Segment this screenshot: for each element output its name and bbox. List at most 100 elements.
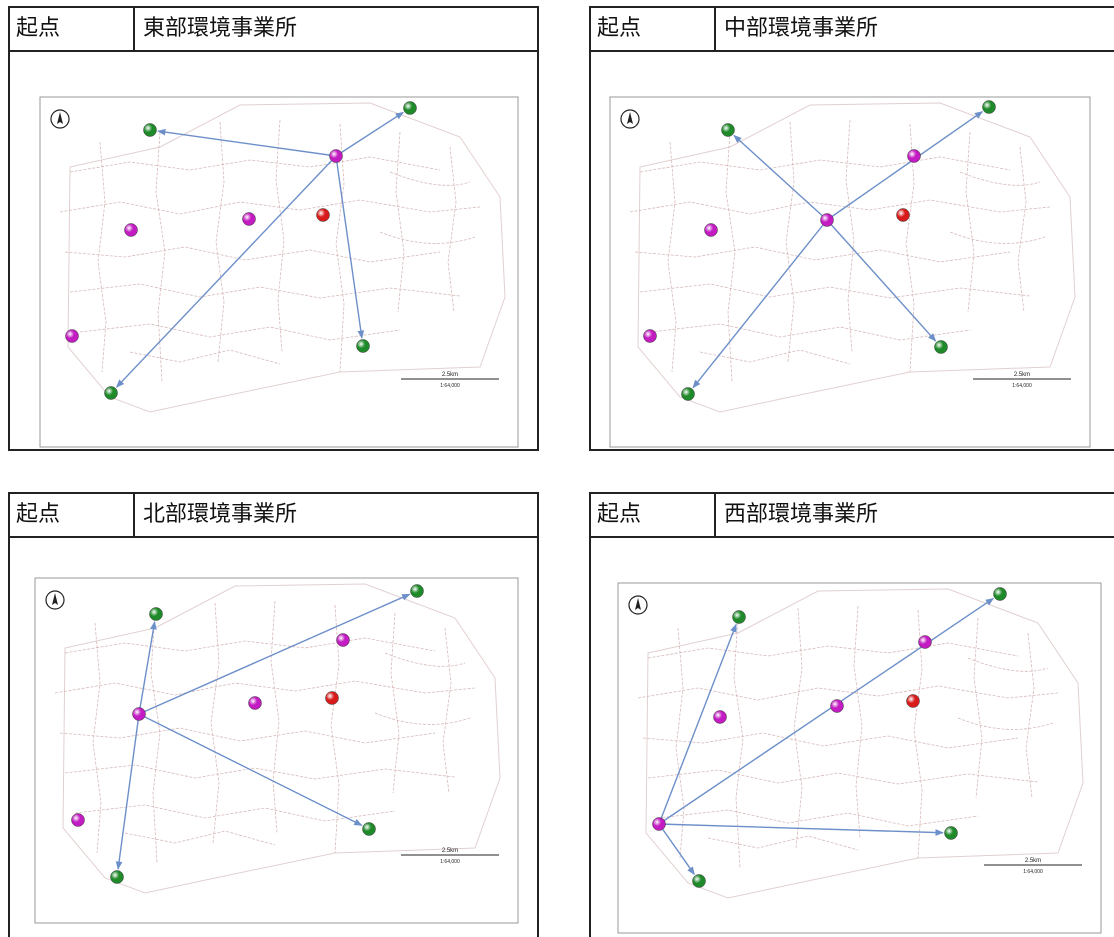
map-panel-east: 起点 東部環境事業所 2.5km 1:64,000 [8,6,539,451]
green-point-marker [149,607,163,621]
road [374,712,471,725]
panel-header: 起点 東部環境事業所 [10,8,537,52]
route-arrow [692,219,828,389]
road [853,605,863,839]
route-arrow [658,823,695,876]
route-arrow [157,128,337,157]
road [54,680,476,696]
green-point-marker [732,610,746,624]
red-point-marker [325,691,339,705]
map-panel-central: 起点 中部環境事業所 2.5km 1:64,000 [589,6,1114,451]
road [150,612,161,864]
road [845,119,855,353]
road [155,131,166,383]
green-point-marker [403,101,417,115]
magenta-point-marker [336,633,350,647]
road [124,830,276,846]
panel-title: 北部環境事業所 [143,502,298,527]
magenta-point-marker [71,813,85,827]
road [647,642,1019,659]
road [275,119,285,353]
road [639,283,1031,299]
magenta-point-marker [713,710,727,724]
magenta-point-marker [820,213,834,227]
city-boundary [67,102,506,413]
green-point-marker [104,386,118,400]
scale-ratio: 1:64,000 [1012,383,1032,389]
road [629,199,1051,215]
panel-title: 西部環境事業所 [724,502,879,527]
route-arrow [115,155,337,388]
magenta-point-marker [643,329,657,343]
north-arrow-needle [627,112,633,124]
magenta-point-marker [329,149,343,163]
scale-label: 2.5km [442,848,458,854]
road-network [59,119,481,383]
road [389,171,471,186]
road [699,349,851,365]
road [949,231,1046,244]
green-point-marker [110,870,124,884]
magenta-point-marker [907,149,921,163]
map-canvas: 2.5km 1:64,000 [34,577,519,924]
road [69,156,441,173]
green-point-marker [721,123,735,137]
green-point-marker [993,587,1007,601]
road [330,604,340,854]
road [913,609,923,859]
road [657,809,979,827]
north-arrow-needle [57,112,63,124]
magenta-point-marker [652,817,666,831]
road [957,717,1054,730]
route-arrow [335,111,404,157]
route-arrow [335,155,365,339]
scale-ratio: 1:64,000 [440,859,460,865]
road [335,123,345,373]
road [384,652,466,667]
road [967,657,1049,672]
road [59,199,481,215]
road [647,769,1039,785]
scale-ratio: 1:64,000 [440,383,460,389]
route-map: 2.5km 1:64,000 [10,52,537,449]
route-arrow [138,621,157,715]
magenta-point-marker [242,212,256,226]
road [639,156,1011,173]
road [1017,146,1027,313]
map-panel-west: 起点 西部環境事業所 2.5km 1:64,000 [589,492,1114,937]
scale-label: 2.5km [1025,858,1041,864]
road [79,323,401,341]
road [447,146,457,313]
road [64,637,436,654]
scale-ratio: 1:64,000 [1023,869,1043,875]
origin-label: 起点 [10,8,135,50]
red-point-marker [906,694,920,708]
route-arrow [115,713,140,870]
magenta-point-marker [704,223,718,237]
road [1025,632,1035,799]
map-panel-north: 起点 北部環境事業所 2.5km 1:64,000 [8,492,539,937]
road [707,835,859,851]
route-map: 2.5km 1:64,000 [591,538,1114,935]
road [59,727,436,744]
road [725,131,736,383]
magenta-point-marker [248,696,262,710]
road [64,246,441,263]
road [973,617,983,799]
road [642,732,1019,749]
road [649,323,971,341]
red-point-marker [896,208,910,222]
road [965,131,975,313]
road [270,600,280,834]
panel-header: 起点 西部環境事業所 [591,494,1114,538]
green-point-marker [356,339,370,353]
route-arrow [658,597,995,825]
north-arrow-needle [635,598,641,610]
origin-label: 起点 [591,8,716,50]
scale-label: 2.5km [1014,372,1030,378]
magenta-point-marker [65,329,79,343]
route-arrow [138,713,363,827]
panel-header: 起点 中部環境事業所 [591,8,1114,52]
green-point-marker [410,584,424,598]
road [390,612,400,794]
